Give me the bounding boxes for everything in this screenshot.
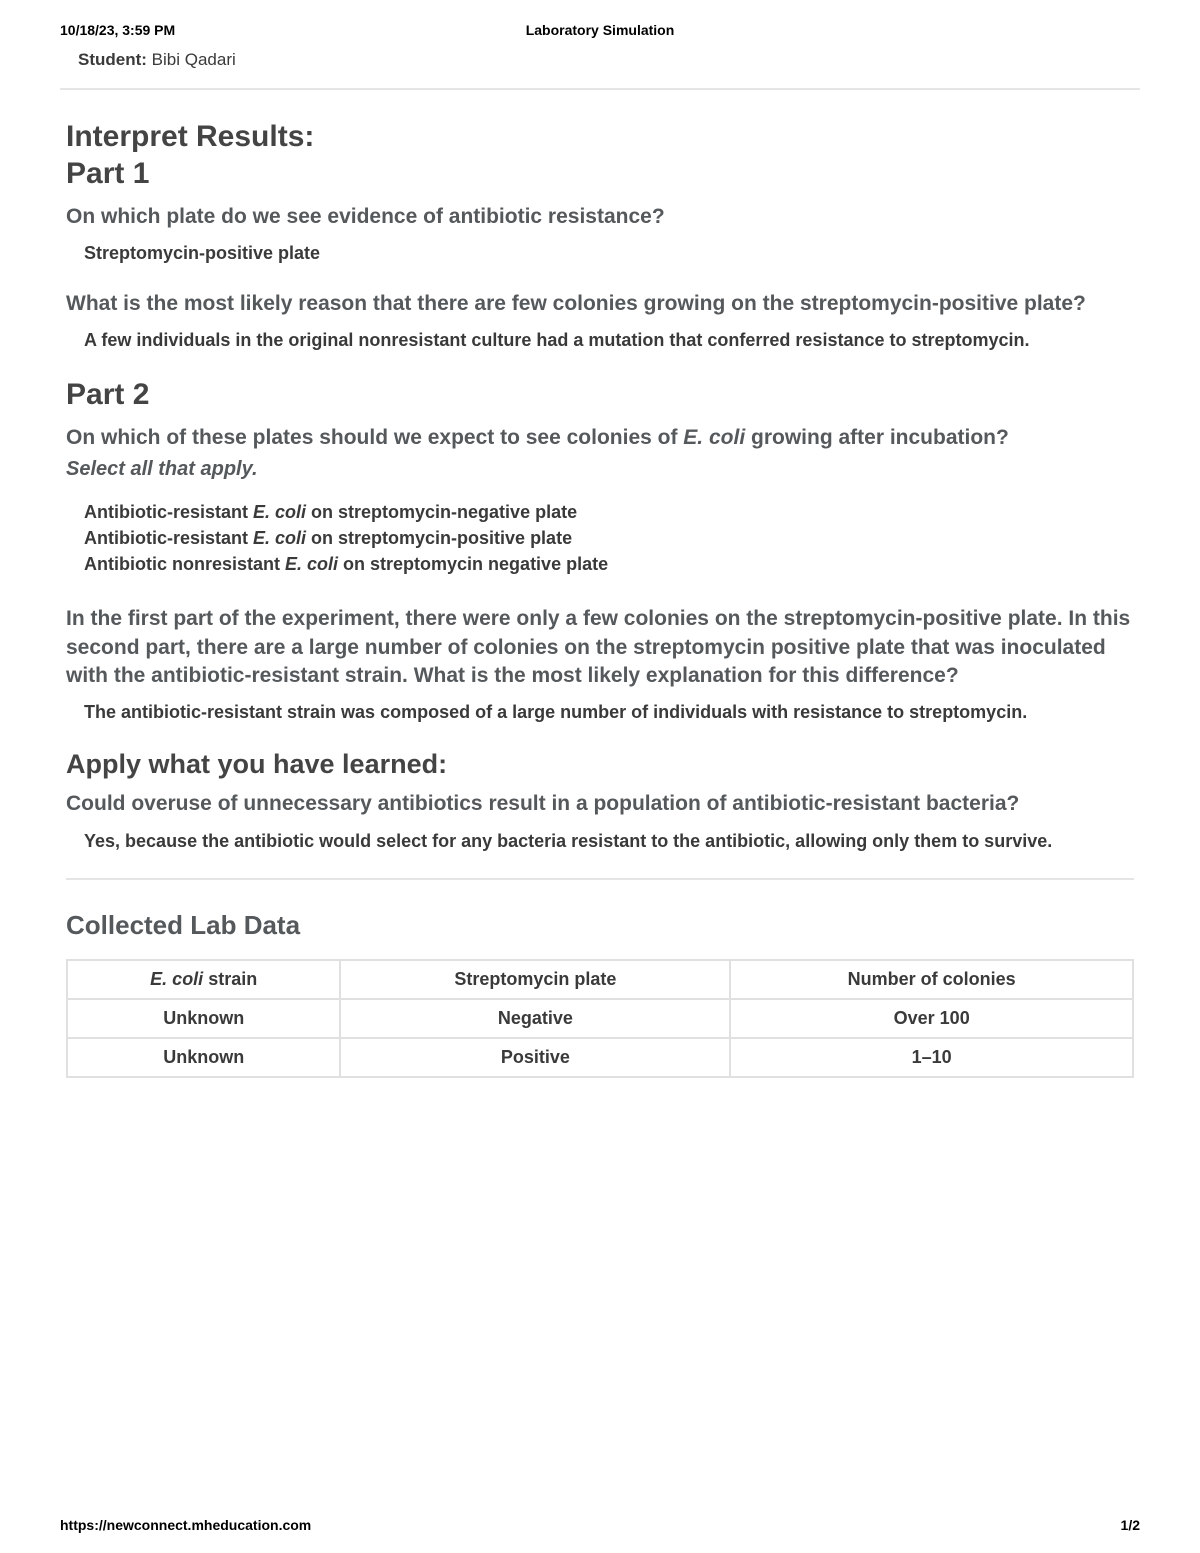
a3-2-post: on streptomycin negative plate — [338, 554, 608, 574]
print-header: 10/18/23, 3:59 PM Laboratory Simulation — [60, 22, 1140, 38]
a3-0-sp: E. coli — [253, 502, 306, 522]
answer-3-list: Antibiotic-resistant E. coli on streptom… — [84, 499, 1134, 577]
question-5: Could overuse of unnecessary antibiotics… — [66, 790, 1134, 818]
a3-1-pre: Antibiotic-resistant — [84, 528, 253, 548]
a3-2-pre: Antibiotic nonresistant — [84, 554, 285, 574]
answer-5: Yes, because the antibiotic would select… — [84, 829, 1134, 854]
page-container: 10/18/23, 3:59 PM Laboratory Simulation … — [0, 0, 1200, 1553]
cell-strain: Unknown — [67, 999, 340, 1038]
lab-data-table: E. coli strain Streptomycin plate Number… — [66, 959, 1134, 1078]
question-4: In the first part of the experiment, the… — [66, 605, 1134, 690]
a3-0-pre: Antibiotic-resistant — [84, 502, 253, 522]
content: Interpret Results: Part 1 On which plate… — [60, 120, 1140, 1078]
footer-url: https://newconnect.mheducation.com — [60, 1517, 311, 1533]
answer-3-item: Antibiotic-resistant E. coli on streptom… — [84, 499, 1134, 525]
collected-heading: Collected Lab Data — [66, 910, 1134, 941]
answer-2: A few individuals in the original nonres… — [84, 328, 1134, 353]
footer-page: 1/2 — [1121, 1517, 1140, 1533]
question-2: What is the most likely reason that ther… — [66, 290, 1134, 318]
student-line: Student: Bibi Qadari — [78, 50, 1140, 70]
cell-colonies: 1–10 — [730, 1038, 1133, 1077]
table-row: Unknown Negative Over 100 — [67, 999, 1133, 1038]
section-title-1: Interpret Results: — [66, 120, 1134, 155]
answer-4: The antibiotic-resistant strain was comp… — [84, 700, 1134, 725]
part-2-heading: Part 2 — [66, 378, 1134, 412]
answer-3-item: Antibiotic-resistant E. coli on streptom… — [84, 525, 1134, 551]
question-3: On which of these plates should we expec… — [66, 424, 1134, 452]
cell-plate: Negative — [340, 999, 730, 1038]
answer-1: Streptomycin-positive plate — [84, 241, 1134, 266]
col-header-colonies: Number of colonies — [730, 960, 1133, 999]
col-header-plate: Streptomycin plate — [340, 960, 730, 999]
divider-2 — [66, 878, 1134, 880]
apply-heading: Apply what you have learned: — [66, 749, 1134, 780]
cell-strain: Unknown — [67, 1038, 340, 1077]
q3-instruction: Select all that apply. — [66, 458, 1134, 481]
col1-sp: E. coli — [150, 969, 203, 989]
student-name: Bibi Qadari — [152, 50, 236, 69]
a3-1-sp: E. coli — [253, 528, 306, 548]
a3-2-sp: E. coli — [285, 554, 338, 574]
col-header-strain: E. coli strain — [67, 960, 340, 999]
cell-plate: Positive — [340, 1038, 730, 1077]
table-row: Unknown Positive 1–10 — [67, 1038, 1133, 1077]
student-label: Student: — [78, 50, 147, 69]
header-title: Laboratory Simulation — [0, 22, 1200, 38]
section-title-2: Part 1 — [66, 157, 1134, 191]
answer-3-item: Antibiotic nonresistant E. coli on strep… — [84, 551, 1134, 577]
a3-0-post: on streptomycin-negative plate — [306, 502, 577, 522]
a3-1-post: on streptomycin-positive plate — [306, 528, 572, 548]
divider — [60, 88, 1140, 90]
cell-colonies: Over 100 — [730, 999, 1133, 1038]
q3-species: E. coli — [683, 426, 745, 449]
table-header-row: E. coli strain Streptomycin plate Number… — [67, 960, 1133, 999]
q3-post: growing after incubation? — [745, 426, 1009, 449]
q3-pre: On which of these plates should we expec… — [66, 426, 683, 449]
col1-post: strain — [203, 969, 257, 989]
print-footer: https://newconnect.mheducation.com 1/2 — [60, 1517, 1140, 1533]
question-1: On which plate do we see evidence of ant… — [66, 203, 1134, 231]
